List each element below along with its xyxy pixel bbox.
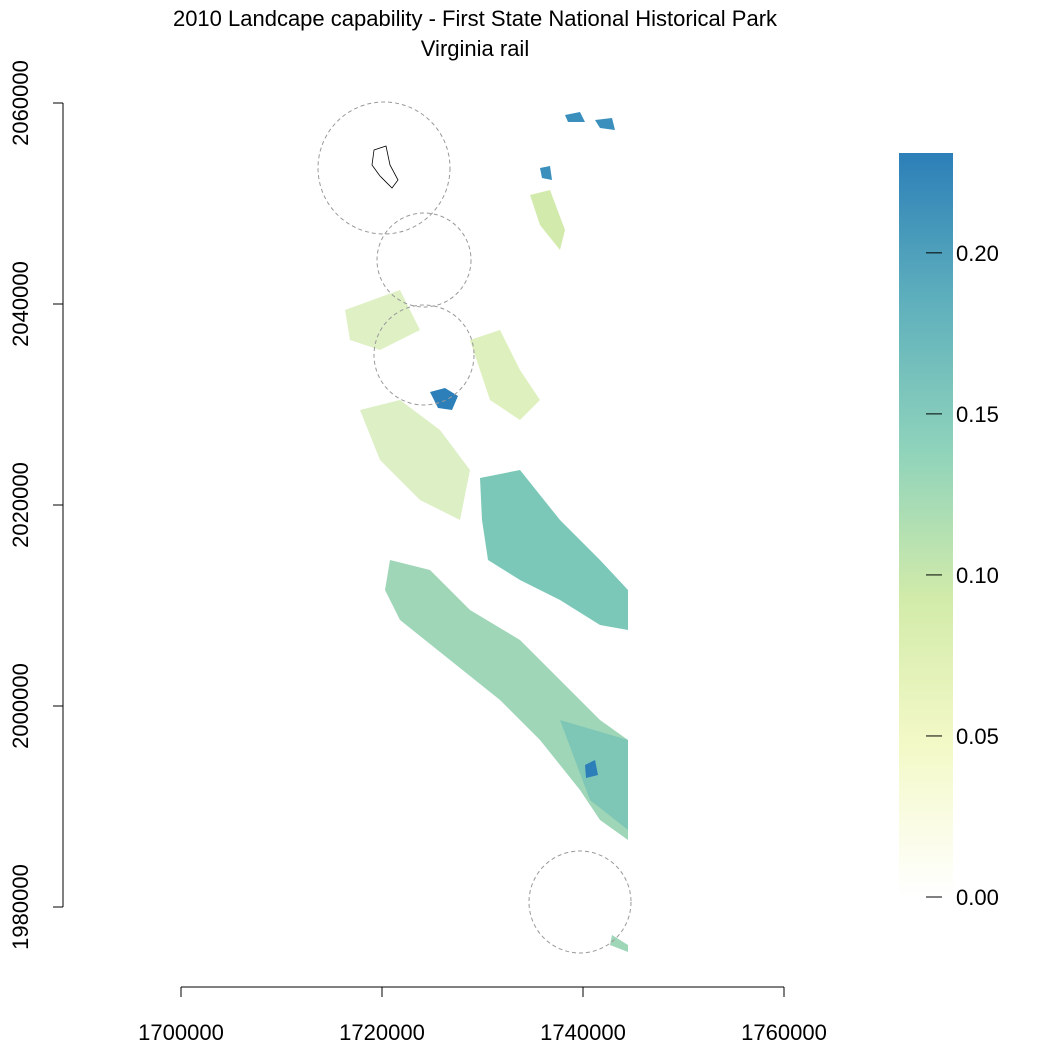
habitat-patch	[610, 935, 628, 952]
map-title: 2010 Landcape capability - First State N…	[173, 6, 778, 31]
buffer-circle	[528, 850, 632, 954]
habitat-patch	[530, 190, 565, 250]
colorbar-tick-label: 0.10	[956, 563, 999, 588]
buffer-circle	[373, 304, 475, 406]
y-tick-label: 2040000	[8, 261, 33, 347]
y-tick-label: 2060000	[8, 60, 33, 146]
colorbar	[899, 153, 953, 897]
y-tick-label: 2000000	[8, 663, 33, 749]
buffer-circle	[376, 212, 472, 308]
habitat-patch	[430, 388, 458, 410]
colorbar-tick-label: 0.00	[956, 885, 999, 910]
raster-layer	[317, 101, 632, 954]
buffer-circle	[317, 101, 451, 235]
habitat-patch	[345, 290, 420, 350]
habitat-patch	[470, 330, 540, 420]
habitat-patch	[360, 400, 470, 520]
x-tick-label: 1740000	[540, 1020, 626, 1045]
map-subtitle: Virginia rail	[421, 36, 529, 61]
habitat-patch	[585, 760, 598, 778]
y-tick-label: 1980000	[8, 864, 33, 950]
colorbar-tick-label: 0.20	[956, 241, 999, 266]
x-tick-label: 1720000	[339, 1020, 425, 1045]
colorbar-tick-label: 0.15	[956, 402, 999, 427]
park-boundary	[371, 145, 399, 189]
colorbar-tick-label: 0.05	[956, 724, 999, 749]
x-tick-label: 1700000	[138, 1020, 224, 1045]
habitat-patch	[565, 112, 615, 130]
habitat-patch	[385, 560, 628, 840]
habitat-patch	[540, 166, 552, 180]
habitat-patch	[480, 470, 628, 630]
y-tick-label: 2020000	[8, 462, 33, 548]
x-tick-label: 1760000	[741, 1020, 827, 1045]
